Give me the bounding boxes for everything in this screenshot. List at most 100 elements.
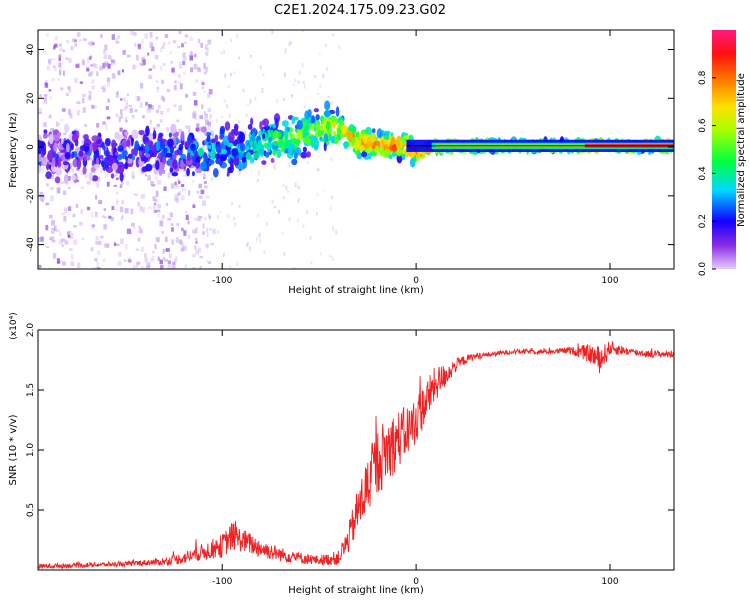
speckle xyxy=(254,96,257,101)
spectral-cell xyxy=(79,145,86,152)
speckle xyxy=(148,104,152,109)
speckle xyxy=(125,100,128,106)
spectrogram-x-label: Height of straight line (km) xyxy=(288,285,424,296)
speckle xyxy=(39,195,44,201)
spectral-cell xyxy=(220,148,228,155)
speckle xyxy=(288,41,291,47)
speckle xyxy=(198,38,201,44)
speckle xyxy=(294,182,297,188)
speckle xyxy=(155,236,160,243)
speckle xyxy=(122,173,126,178)
speckle xyxy=(48,58,51,64)
speckle xyxy=(322,190,325,193)
speckle xyxy=(57,78,60,81)
snr-y-scale-note: (x10⁴) xyxy=(9,312,19,339)
speckle xyxy=(111,73,116,79)
speckle xyxy=(79,81,83,84)
spectral-cell xyxy=(141,166,148,173)
speckle xyxy=(330,157,333,162)
speckle xyxy=(127,259,132,263)
speckle xyxy=(329,255,332,258)
x-tick-label: -100 xyxy=(212,577,233,587)
speckle xyxy=(78,221,83,226)
speckle xyxy=(168,253,172,259)
speckle xyxy=(98,267,101,269)
speckle xyxy=(171,227,174,232)
speckle xyxy=(80,209,83,215)
speckle xyxy=(69,206,73,211)
speckle xyxy=(281,231,284,235)
spectral-cell xyxy=(231,148,239,158)
speckle xyxy=(141,136,144,143)
speckle xyxy=(46,33,49,37)
speckle xyxy=(51,219,55,226)
speckle xyxy=(68,234,71,238)
spectral-cell xyxy=(382,149,390,158)
speckle xyxy=(222,49,225,55)
speckle xyxy=(115,113,119,118)
speckle xyxy=(206,128,210,135)
speckle xyxy=(205,195,210,199)
spectral-cell xyxy=(186,152,191,162)
speckle xyxy=(135,96,139,101)
speckle xyxy=(148,206,152,209)
speckle xyxy=(205,243,210,247)
speckle xyxy=(74,77,78,84)
speckle xyxy=(162,97,166,102)
spectral-cell xyxy=(324,110,331,118)
speckle xyxy=(65,40,70,44)
speckle xyxy=(82,59,85,65)
speckle xyxy=(119,127,123,132)
speckle xyxy=(206,47,209,52)
spectral-cell xyxy=(104,137,111,147)
spectral-cell xyxy=(102,145,106,151)
speckle xyxy=(139,101,143,108)
speckle xyxy=(148,68,153,71)
speckle xyxy=(60,181,65,184)
speckle xyxy=(156,123,160,128)
speckle xyxy=(114,208,119,212)
spectral-cell xyxy=(233,157,240,164)
snr-y-ticks: 0.5 1.0 1.5 2.0 xyxy=(26,323,674,517)
speckle xyxy=(88,56,92,60)
spectral-cell xyxy=(41,147,47,156)
speckle xyxy=(165,202,169,206)
speckle xyxy=(70,261,75,267)
speckle xyxy=(257,214,260,217)
speckle xyxy=(326,66,329,71)
speckle xyxy=(256,237,259,242)
speckle xyxy=(131,114,135,119)
speckle xyxy=(201,86,205,90)
spectral-cell xyxy=(262,133,266,140)
speckle xyxy=(302,224,305,228)
speckle xyxy=(132,264,136,269)
spectral-cell xyxy=(124,162,129,170)
speckle xyxy=(128,261,131,264)
speckle xyxy=(70,46,74,51)
speckle xyxy=(125,243,128,250)
speckle xyxy=(306,161,309,165)
snr-x-ticks: -100 0 100 xyxy=(212,330,619,587)
speckle xyxy=(62,49,66,53)
speckle xyxy=(41,167,45,174)
spectral-cell xyxy=(70,143,74,151)
spectral-cell xyxy=(214,153,220,160)
speckle xyxy=(170,223,174,226)
speckle xyxy=(181,43,184,48)
speckle xyxy=(167,172,171,179)
speckle xyxy=(161,169,166,174)
speckle xyxy=(338,143,341,147)
spectral-cell xyxy=(262,118,270,127)
spectral-cell xyxy=(38,165,42,174)
speckle xyxy=(242,88,245,93)
spectral-cell xyxy=(229,157,233,166)
speckle xyxy=(178,105,183,112)
colorbar-tick-label: 0.0 xyxy=(698,262,708,277)
spectral-cell xyxy=(53,142,58,152)
speckle xyxy=(122,50,126,55)
speckle xyxy=(167,218,172,221)
speckle xyxy=(216,230,219,234)
speckle xyxy=(282,184,285,187)
spectral-cell xyxy=(368,136,376,143)
